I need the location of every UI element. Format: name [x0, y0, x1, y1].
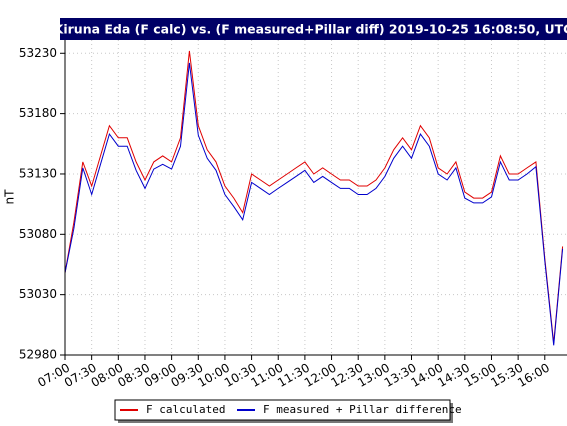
- y-axis-label: nT: [3, 189, 17, 205]
- series-line: [64, 50, 564, 343]
- legend-label: F measured + Pillar difference: [263, 403, 462, 416]
- title-bar: [60, 18, 567, 40]
- y-tick-label: 53180: [19, 106, 57, 120]
- y-tick-label: 53030: [19, 287, 57, 301]
- y-tick-label: 53230: [19, 46, 57, 60]
- chart-title: Kiruna Eda (F calc) vs. (F measured+Pill…: [54, 22, 567, 37]
- y-tick-label: 53130: [19, 166, 57, 180]
- legend: [114, 399, 451, 421]
- y-tick-label: 53080: [19, 227, 57, 241]
- y-tick-label: 52980: [19, 348, 57, 362]
- legend-label: F calculated: [146, 403, 225, 416]
- series-line: [64, 62, 564, 346]
